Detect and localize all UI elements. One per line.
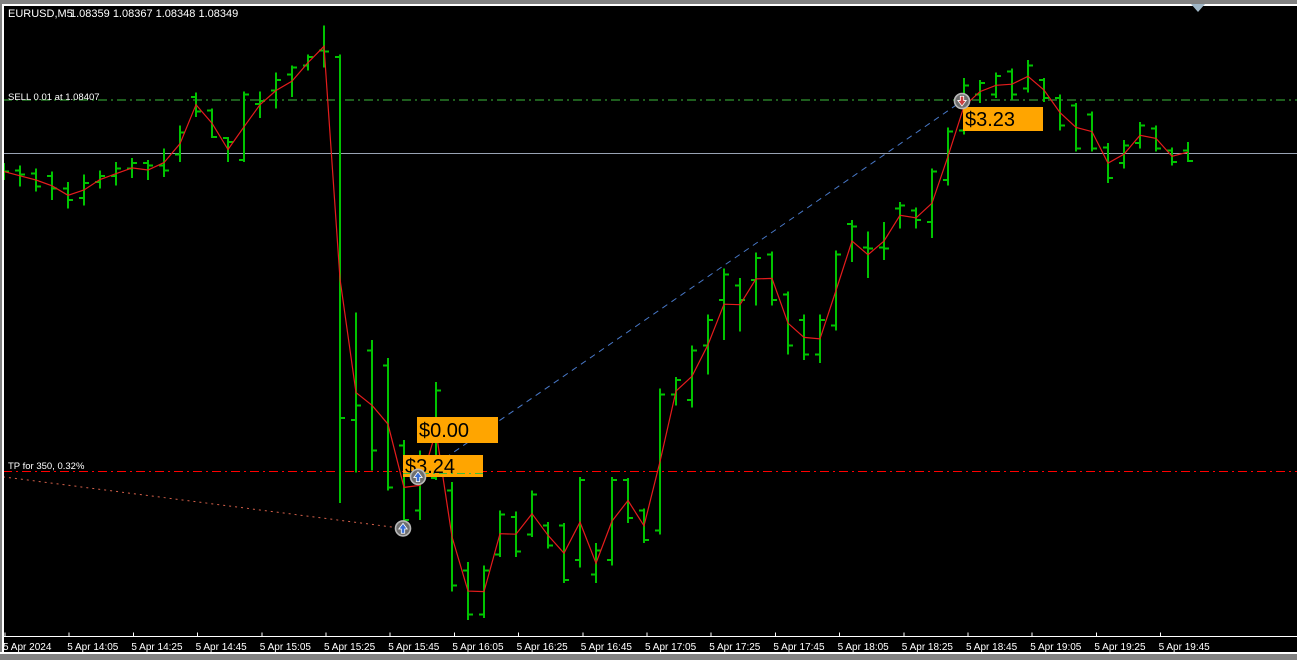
time-axis-label: 5 Apr 17:25 — [709, 642, 761, 653]
sell-trade-marker-icon[interactable] — [953, 92, 971, 110]
buy-trade-marker-icon[interactable] — [409, 468, 427, 486]
bar-shift-triangle-icon[interactable] — [1191, 4, 1205, 12]
chart-title-symbol: EURUSD,M5 — [8, 8, 73, 20]
time-axis-label: 5 Apr 17:05 — [645, 642, 697, 653]
time-axis-label: 5 Apr 16:45 — [581, 642, 633, 653]
time-axis-label: 5 Apr 15:45 — [388, 642, 440, 653]
median-price-line — [3, 44, 1189, 593]
time-axis-label: 5 Apr 18:05 — [838, 642, 890, 653]
buy-trade-marker-icon[interactable] — [394, 520, 412, 537]
time-axis-label: 5 Apr 17:45 — [773, 642, 825, 653]
price-tag-label: $3.23 — [965, 109, 1015, 131]
trade-markers — [394, 92, 971, 537]
time-axis: 5 Apr 2024 5 Apr 14:05 5 Apr 14:25 5 Apr 14… — [2, 632, 1297, 653]
history-trade-line[interactable] — [2, 476, 404, 529]
price-tag-floating[interactable]: $0.00 — [417, 417, 498, 443]
price-tag-box[interactable] — [963, 107, 1043, 131]
time-axis-label: 5 Apr 16:25 — [517, 642, 569, 653]
time-axis-label: 5 Apr 19:45 — [1159, 642, 1211, 653]
time-axis-label: 5 Apr 19:05 — [1030, 642, 1082, 653]
time-axis-label: 5 Apr 18:25 — [902, 642, 954, 653]
open-trade-line[interactable] — [417, 100, 963, 478]
time-axis-label: 5 Apr 14:45 — [196, 642, 248, 653]
chart-title-ohlc: 1.08359 1.08367 1.08348 1.08349 — [70, 8, 238, 20]
sell-line-label: SELL 0.01 at 1.08407 — [8, 92, 100, 103]
tp-line-label: TP for 350, 0.32% — [8, 461, 85, 472]
time-axis-label: 5 Apr 19:25 — [1094, 642, 1146, 653]
price-tag-label: $0.00 — [419, 420, 469, 442]
time-axis-label: 5 Apr 14:05 — [67, 642, 119, 653]
time-axis-label: 5 Apr 15:05 — [260, 642, 312, 653]
time-axis-label: 5 Apr 2024 — [3, 642, 52, 653]
time-axis-label: 5 Apr 14:25 — [131, 642, 183, 653]
time-axis-label: 5 Apr 18:45 — [966, 642, 1018, 653]
time-axis-label: 5 Apr 16:05 — [452, 642, 504, 653]
price-tag-result[interactable]: $3.23 — [963, 107, 1043, 131]
price-tag-box[interactable] — [417, 417, 498, 443]
time-axis-label: 5 Apr 15:25 — [324, 642, 376, 653]
